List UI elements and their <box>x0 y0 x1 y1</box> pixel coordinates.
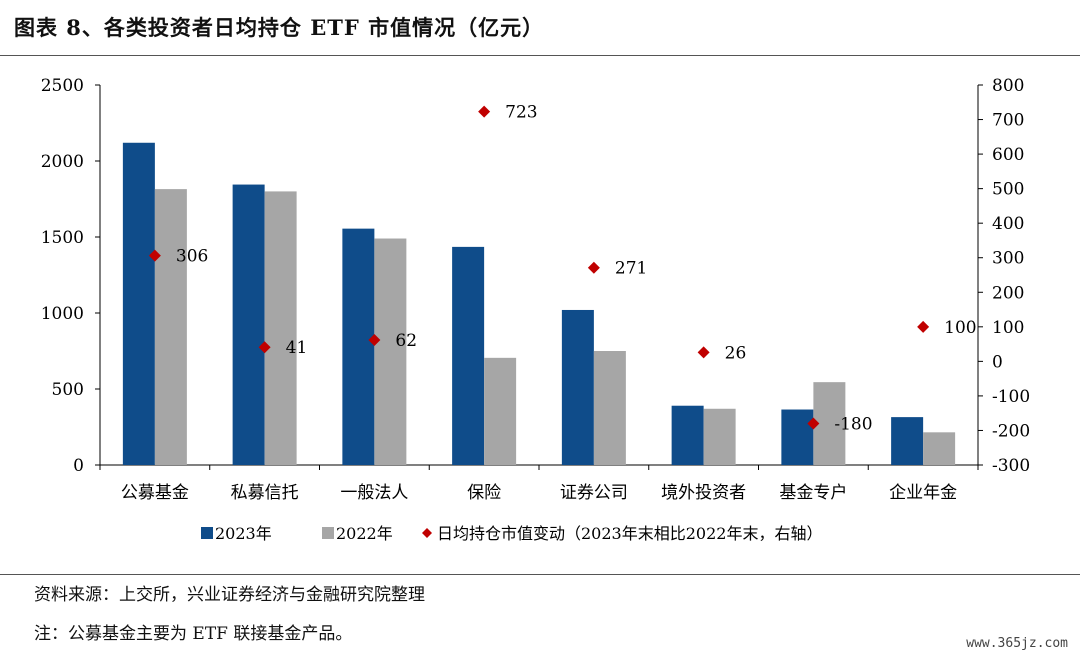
category-label: 私募信托 <box>231 483 299 503</box>
bar-2023 <box>232 184 265 465</box>
right-tick-label: -200 <box>992 421 1030 441</box>
change-marker <box>917 320 930 333</box>
right-tick-label: 800 <box>992 76 1024 96</box>
bar-2022 <box>703 408 736 465</box>
change-marker <box>148 249 161 262</box>
chart-axes: 0 500 1000 1500 2000 2500 -300 -200 -100 0 100 200 3… <box>41 76 1030 503</box>
legend-marker-change <box>422 528 432 538</box>
right-tick-label: 700 <box>992 111 1024 131</box>
chart-bars <box>122 142 956 465</box>
bar-2022 <box>154 189 187 465</box>
category-label: 证券公司 <box>560 483 628 503</box>
bar-2023 <box>781 409 814 465</box>
right-tick-label: -100 <box>992 387 1030 407</box>
right-tick-label: 600 <box>992 145 1024 165</box>
legend-label-2022: 2022年 <box>336 524 393 543</box>
category-label: 公募基金 <box>121 483 189 503</box>
right-tick-label: 500 <box>992 180 1024 200</box>
right-tick-label: 300 <box>992 249 1024 269</box>
left-tick-label: 500 <box>52 380 84 400</box>
legend-label-change: 日均持仓市值变动（2023年末相比2022年末，右轴） <box>437 524 822 543</box>
chart-markers <box>148 105 930 430</box>
category-label: 企业年金 <box>889 483 957 503</box>
left-tick-label: 2000 <box>41 152 84 172</box>
change-marker <box>697 346 710 359</box>
bar-2022 <box>593 351 626 465</box>
left-tick-label: 0 <box>73 456 84 476</box>
chart-labels: 306 41 62 723 271 26 -180 100 <box>176 103 977 435</box>
change-marker <box>258 341 271 354</box>
left-tick-label: 2500 <box>41 76 84 96</box>
bar-2022 <box>923 432 956 465</box>
bottom-rule <box>0 574 1080 575</box>
bar-2023 <box>342 228 375 465</box>
footnote: 注：公募基金主要为 ETF 联接基金产品。 <box>34 624 353 644</box>
category-label: 基金专户 <box>779 483 847 503</box>
change-marker <box>587 261 600 274</box>
legend-label-2023: 2023年 <box>215 524 272 543</box>
legend-swatch-2023 <box>201 527 213 539</box>
change-data-label: 41 <box>286 338 308 358</box>
change-data-label: 62 <box>395 331 417 351</box>
source-note: 资料来源：上交所，兴业证券经济与金融研究院整理 <box>34 585 425 605</box>
chart-legend: 2023年 2022年 日均持仓市值变动（2023年末相比2022年末，右轴） <box>201 524 822 543</box>
bar-2022 <box>374 238 407 465</box>
right-tick-label: -300 <box>992 456 1030 476</box>
change-data-label: 723 <box>505 103 537 123</box>
category-label: 境外投资者 <box>661 483 746 503</box>
right-tick-label: 200 <box>992 283 1024 303</box>
bar-2022 <box>484 357 517 465</box>
bar-2023 <box>122 142 155 465</box>
top-rule <box>0 55 1080 56</box>
bar-2022 <box>264 191 297 465</box>
right-tick-label: 400 <box>992 214 1024 234</box>
bar-2023 <box>891 417 924 465</box>
change-data-label: 271 <box>615 259 647 279</box>
right-tick-label: 100 <box>992 318 1024 338</box>
change-marker <box>478 105 491 118</box>
change-data-label: 306 <box>176 247 208 267</box>
bar-2023 <box>561 309 594 465</box>
watermark: www.365jz.com <box>966 636 1068 651</box>
change-data-label: -180 <box>834 415 872 435</box>
change-marker <box>368 333 381 346</box>
category-label: 保险 <box>467 483 501 503</box>
chart: 0 500 1000 1500 2000 2500 -300 -200 -100 0 100 200 3… <box>41 76 1030 543</box>
change-data-label: 26 <box>725 343 747 363</box>
bar-2023 <box>671 405 704 465</box>
right-tick-label: 0 <box>992 352 1003 372</box>
bar-2023 <box>452 246 485 465</box>
chart-title: 图表 8、各类投资者日均持仓 ETF 市值情况（亿元） <box>14 15 545 40</box>
category-label: 一般法人 <box>340 483 408 503</box>
left-tick-label: 1500 <box>41 228 84 248</box>
legend-swatch-2022 <box>322 527 334 539</box>
change-marker <box>807 417 820 430</box>
change-data-label: 100 <box>944 318 976 338</box>
left-tick-label: 1000 <box>41 304 84 324</box>
